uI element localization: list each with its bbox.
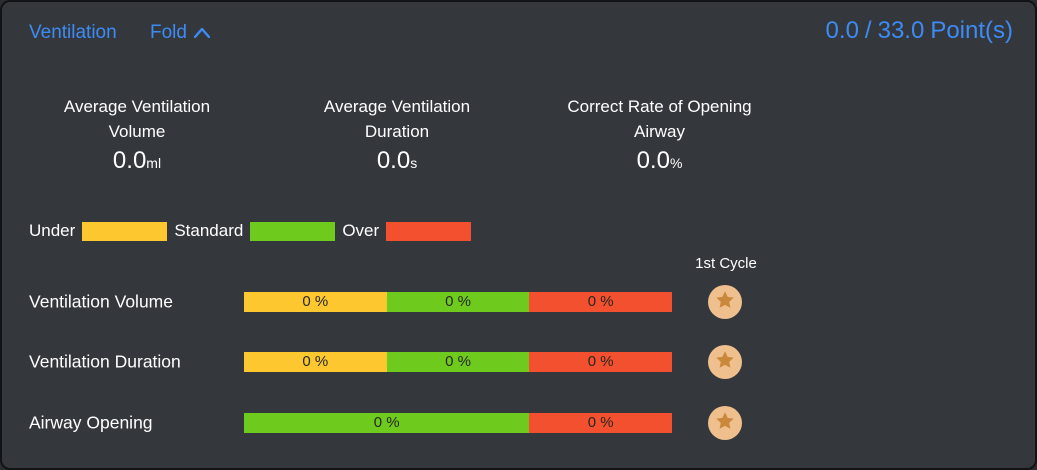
bar-segment-under: 0 % [244, 292, 387, 312]
bar-segment-over: 0 % [529, 352, 673, 372]
star-icon [714, 349, 736, 376]
score-max: 33.0 [877, 17, 925, 44]
score-separator: / [864, 17, 872, 44]
row-label: Ventilation Duration [29, 351, 181, 372]
star-badge [708, 285, 742, 319]
row-label: Airway Opening [29, 412, 153, 433]
bar-segment-over: 0 % [529, 413, 672, 433]
bar-segment-standard: 0 % [386, 292, 530, 312]
row-label: Ventilation Volume [29, 291, 173, 312]
distribution-bar: 0 % 0 % 0 % [244, 292, 673, 312]
stat-value: 0.0ml [112, 147, 162, 174]
stat-unit: s [410, 155, 418, 171]
bar-segment-standard: 0 % [244, 413, 530, 433]
stat-value: 0.0% [636, 147, 683, 174]
score-unit: Point(s) [930, 17, 1013, 44]
legend-swatch-over [386, 221, 472, 241]
star-icon [714, 410, 736, 437]
stat-label-line2: Duration [364, 122, 430, 141]
score-current: 0.0 [825, 17, 859, 44]
stat-label-line1: Average Ventilation [323, 97, 471, 116]
legend-label-standard: Standard [174, 221, 244, 240]
legend-swatch-standard [250, 221, 336, 241]
chevron-up-icon [193, 22, 211, 44]
metric-row-airway-opening: Airway Opening 0 % 0 % [2, 406, 1035, 440]
bar-segment-over: 0 % [529, 292, 673, 312]
bar-segment-standard: 0 % [386, 352, 530, 372]
distribution-bar: 0 % 0 % [244, 413, 672, 433]
panel-title: Ventilation [29, 22, 117, 43]
stat-label-line1: Correct Rate of Opening [567, 97, 752, 116]
stat-unit: % [669, 155, 683, 171]
stat-value: 0.0s [376, 147, 418, 174]
legend-label-over: Over [342, 221, 380, 240]
stat-label-line2: Volume [108, 122, 166, 141]
metric-row-ventilation-volume: Ventilation Volume 0 % 0 % 0 % [2, 285, 1035, 319]
score-display: 0.0 / 33.0 Point(s) [826, 17, 1013, 45]
stat-unit: ml [146, 155, 162, 171]
bar-segment-under: 0 % [244, 352, 387, 372]
fold-label: Fold [150, 22, 187, 43]
legend: Under Standard Over [29, 221, 472, 241]
stat-avg-ventilation-duration: Average Ventilation Duration 0.0s [287, 94, 507, 178]
legend-label-under: Under [29, 221, 76, 240]
stat-label-line2: Airway [633, 122, 685, 141]
star-icon [714, 289, 736, 316]
fold-toggle[interactable]: Fold [150, 22, 211, 44]
stat-label-line1: Average Ventilation [63, 97, 211, 116]
star-badge [708, 345, 742, 379]
stat-correct-rate-airway: Correct Rate of Opening Airway 0.0% [542, 94, 777, 178]
star-badge [708, 406, 742, 440]
stat-avg-ventilation-volume: Average Ventilation Volume 0.0ml [32, 94, 242, 178]
cycle-column-header: 1st Cycle [695, 255, 757, 272]
distribution-bar: 0 % 0 % 0 % [244, 352, 673, 372]
metric-row-ventilation-duration: Ventilation Duration 0 % 0 % 0 % [2, 345, 1035, 379]
legend-swatch-under [82, 221, 168, 241]
